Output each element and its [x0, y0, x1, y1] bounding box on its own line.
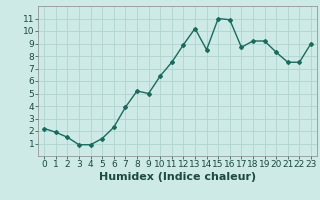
X-axis label: Humidex (Indice chaleur): Humidex (Indice chaleur) [99, 172, 256, 182]
